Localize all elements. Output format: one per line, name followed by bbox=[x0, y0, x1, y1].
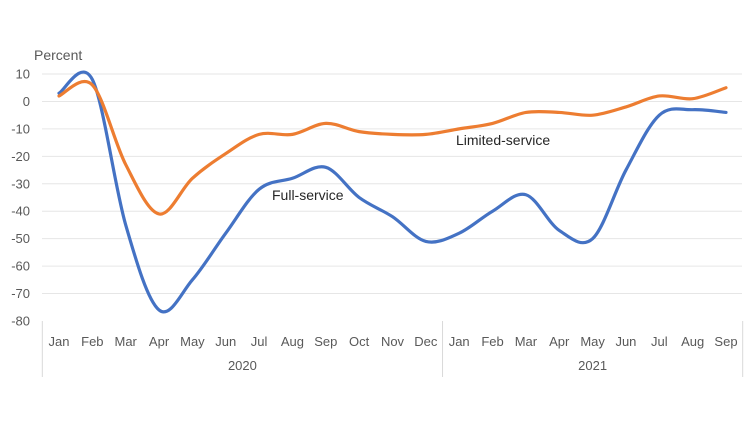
series-label-full-service: Full-service bbox=[272, 187, 344, 203]
x-tick-label: Feb bbox=[81, 334, 103, 349]
y-tick-label: -70 bbox=[11, 286, 30, 301]
x-tick-label: Sep bbox=[714, 334, 737, 349]
y-tick-label: -40 bbox=[11, 204, 30, 219]
x-tick-label: Feb bbox=[481, 334, 503, 349]
x-tick-label: Jun bbox=[215, 334, 236, 349]
x-tick-label: May bbox=[180, 334, 205, 349]
series-line-full-service bbox=[57, 70, 728, 314]
x-tick-label: Jan bbox=[49, 334, 70, 349]
series-line-limited-service bbox=[57, 80, 728, 216]
x-tick-label: Dec bbox=[414, 334, 438, 349]
x-tick-label: May bbox=[580, 334, 605, 349]
y-tick-label: -30 bbox=[11, 176, 30, 191]
series-labels: Full-service Limited-service bbox=[272, 132, 550, 203]
x-tick-label: Mar bbox=[115, 334, 138, 349]
y-tick-label: -20 bbox=[11, 149, 30, 164]
x-tick-label: Mar bbox=[515, 334, 538, 349]
series-label-limited-service: Limited-service bbox=[456, 132, 550, 148]
x-tick-label: Oct bbox=[349, 334, 370, 349]
y-axis-title: Percent bbox=[34, 47, 82, 63]
x-tick-label: Apr bbox=[549, 334, 570, 349]
year-group-label: 2021 bbox=[578, 358, 607, 373]
grid-layer bbox=[42, 73, 742, 295]
y-tick-label: 0 bbox=[23, 94, 30, 109]
y-tick-label: -50 bbox=[11, 231, 30, 246]
x-tick-label: Jul bbox=[251, 334, 268, 349]
x-tick-label: Jul bbox=[651, 334, 668, 349]
year-group-label: 2020 bbox=[228, 358, 257, 373]
x-tick-label: Sep bbox=[314, 334, 337, 349]
series-layer bbox=[57, 70, 728, 314]
x-tick-label: Aug bbox=[681, 334, 704, 349]
x-tick-label: Aug bbox=[281, 334, 304, 349]
x-tick-label: Nov bbox=[381, 334, 405, 349]
y-tick-labels: 10 0 -10 -20 -30 -40 -50 -60 -70 -80 bbox=[11, 67, 30, 329]
y-tick-label: -10 bbox=[11, 121, 30, 136]
x-tick-label: Jan bbox=[449, 334, 470, 349]
y-tick-label: -60 bbox=[11, 259, 30, 274]
y-tick-label: 10 bbox=[16, 67, 30, 82]
x-tick-label: Jun bbox=[615, 334, 636, 349]
x-tick-label: Apr bbox=[149, 334, 170, 349]
y-tick-label: -80 bbox=[11, 314, 30, 329]
x-axis: Jan Feb Mar Apr May Jun Jul Aug Sep Oct Nov Dec Jan F… bbox=[41, 321, 744, 377]
